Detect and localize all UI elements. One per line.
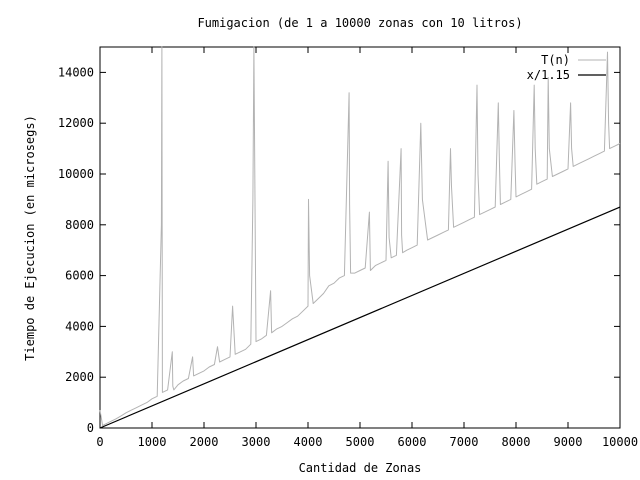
legend-label: x/1.15	[527, 68, 570, 82]
x-axis-label: Cantidad de Zonas	[299, 461, 422, 475]
chart-title: Fumigacion (de 1 a 10000 zonas con 10 li…	[197, 16, 522, 30]
x-tick-label: 1000	[138, 435, 167, 449]
y-tick-label: 8000	[65, 218, 94, 232]
y-tick-label: 0	[87, 421, 94, 435]
plot-frame	[99, 46, 621, 429]
y-tick-label: 4000	[65, 319, 94, 333]
y-tick-label: 2000	[65, 370, 94, 384]
x-tick-label: 9000	[554, 435, 583, 449]
x-tick-label: 10000	[602, 435, 638, 449]
y-axis-label: Tiempo de Ejecucion (en microsegs)	[23, 115, 37, 361]
y-tick-label: 10000	[58, 167, 94, 181]
x-tick-label: 4000	[294, 435, 323, 449]
series-line-1	[99, 206, 621, 429]
y-tick-label: 6000	[65, 269, 94, 283]
x-tick-label: 8000	[502, 435, 531, 449]
x-tick-label: 2000	[190, 435, 219, 449]
x-tick-label: 6000	[398, 435, 427, 449]
y-tick-label: 14000	[58, 65, 94, 79]
y-tick-label: 12000	[58, 116, 94, 130]
plot-area: 0 1000 2000 3000 4000 5000 6000 7000 8000 9000 100…	[58, 46, 638, 449]
legend-label: T(n)	[541, 53, 570, 67]
x-tick-label: 5000	[346, 435, 375, 449]
x-tick-label: 3000	[242, 435, 271, 449]
x-tick-label: 7000	[450, 435, 479, 449]
x-tick-label: 0	[96, 435, 103, 449]
series-line-0	[99, 46, 621, 426]
